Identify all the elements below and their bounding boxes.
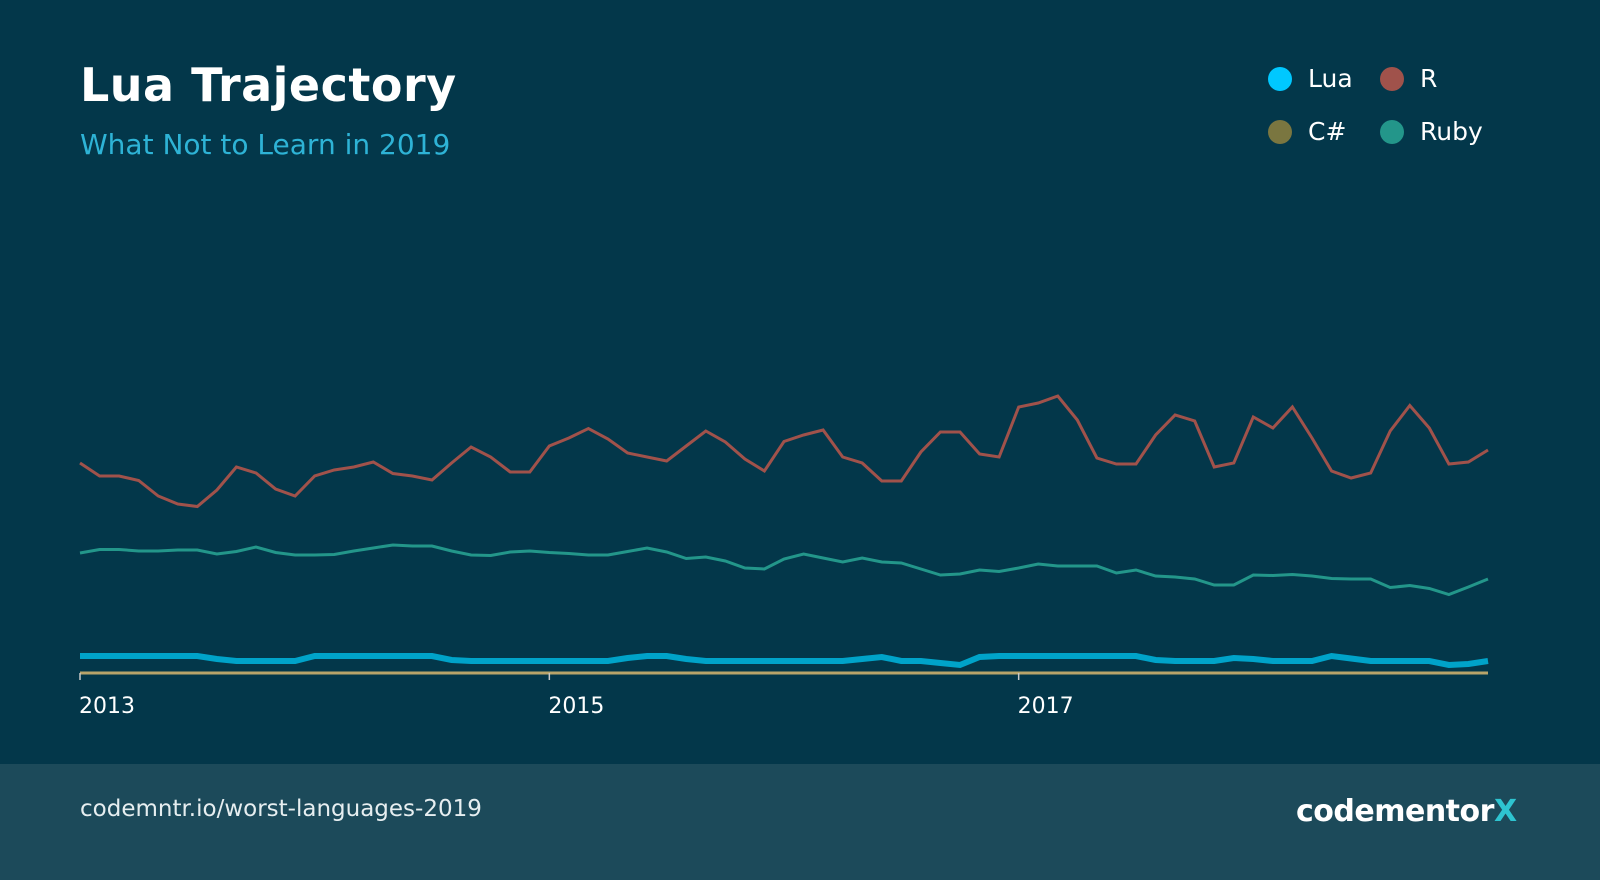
legend-item-csharp: C# [1268,117,1346,146]
legend-label: C# [1308,117,1347,146]
chart-title: Lua Trajectory [80,58,457,112]
legend-item-ruby: Ruby [1380,117,1483,146]
legend-item-lua: Lua [1268,64,1353,93]
footer: codemntr.io/worst-languages-2019 codemen… [0,764,1600,880]
logo-text: codementor [1296,794,1494,829]
x-tick-label: 2015 [548,694,604,719]
series-line-ruby [79,543,1489,597]
logo-mark: X [1493,794,1517,829]
codementorx-logo: codementorX [1296,794,1517,829]
line-chart: 2013 2015 2017 [79,394,1489,719]
legend-label: Ruby [1420,117,1483,146]
legend-label: Lua [1308,64,1353,93]
legend-label: R [1420,64,1438,93]
series-line-r [79,394,1489,509]
source-url: codemntr.io/worst-languages-2019 [80,796,482,822]
legend-swatch-lua [1268,66,1292,91]
series-line-lua [80,652,1489,669]
x-tick-label: 2017 [1018,694,1074,719]
legend-swatch-r [1380,66,1404,91]
x-tick-label: 2013 [79,694,135,719]
legend-item-r: R [1380,64,1437,93]
legend-swatch-ruby [1380,119,1404,144]
chart-subtitle: What Not to Learn in 2019 [80,128,451,161]
legend-swatch-csharp [1268,119,1292,144]
